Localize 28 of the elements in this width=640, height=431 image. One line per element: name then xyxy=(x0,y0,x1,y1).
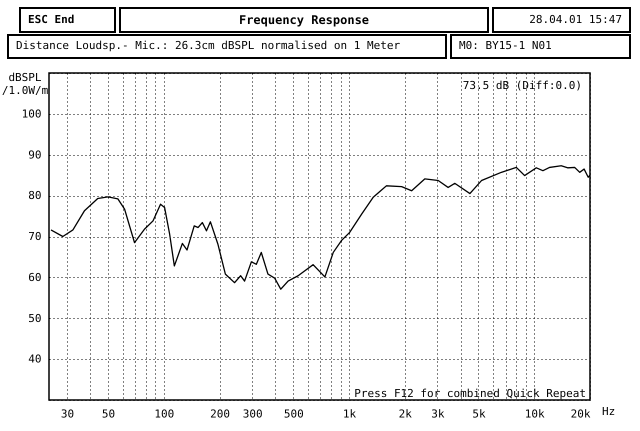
y-axis-title: dBSPL /1.0W/m xyxy=(2,71,49,97)
x-tick-label: 10k xyxy=(524,408,546,420)
annotation: 73.5 dB (Diff:0.0) xyxy=(462,79,582,92)
x-tick-label: 3k xyxy=(431,408,445,420)
x-tick-label: 200 xyxy=(210,408,230,420)
x-tick-label: 20k xyxy=(570,408,591,420)
x-tick-label: 1k xyxy=(342,408,357,420)
annotation: Press F12 for combined Quick Repeat xyxy=(354,387,586,400)
x-tick-label: 5k xyxy=(472,408,486,420)
y-tick-label: 50 xyxy=(28,312,42,325)
x-axis-title: Hz xyxy=(602,405,616,418)
y-tick-label: 60 xyxy=(28,270,42,284)
y-tick-label: 40 xyxy=(28,352,42,366)
y-tick-label: 80 xyxy=(28,189,42,202)
text: 28.04.01 15:47 xyxy=(529,13,622,26)
y-tick-label: 100 xyxy=(22,107,42,120)
y-tick-label: 70 xyxy=(28,230,42,243)
x-tick-label: 50 xyxy=(102,408,116,420)
chart-subtitle: Distance Loudsp.- Mic.: 26.3cm dBSPL normalised on 1 Meter xyxy=(16,39,400,52)
x-tick-label: 100 xyxy=(154,408,174,420)
x-tick-label: 2k xyxy=(398,408,412,420)
x-tick-label: 300 xyxy=(242,408,263,420)
chart-title: Frequency Response xyxy=(238,13,370,27)
x-tick-label: 30 xyxy=(60,408,74,420)
text: M0: BY15-1 N01 xyxy=(459,39,552,52)
x-tick-label: 500 xyxy=(284,408,304,420)
y-tick-label: 90 xyxy=(28,148,42,162)
text: ESC End xyxy=(28,13,74,26)
